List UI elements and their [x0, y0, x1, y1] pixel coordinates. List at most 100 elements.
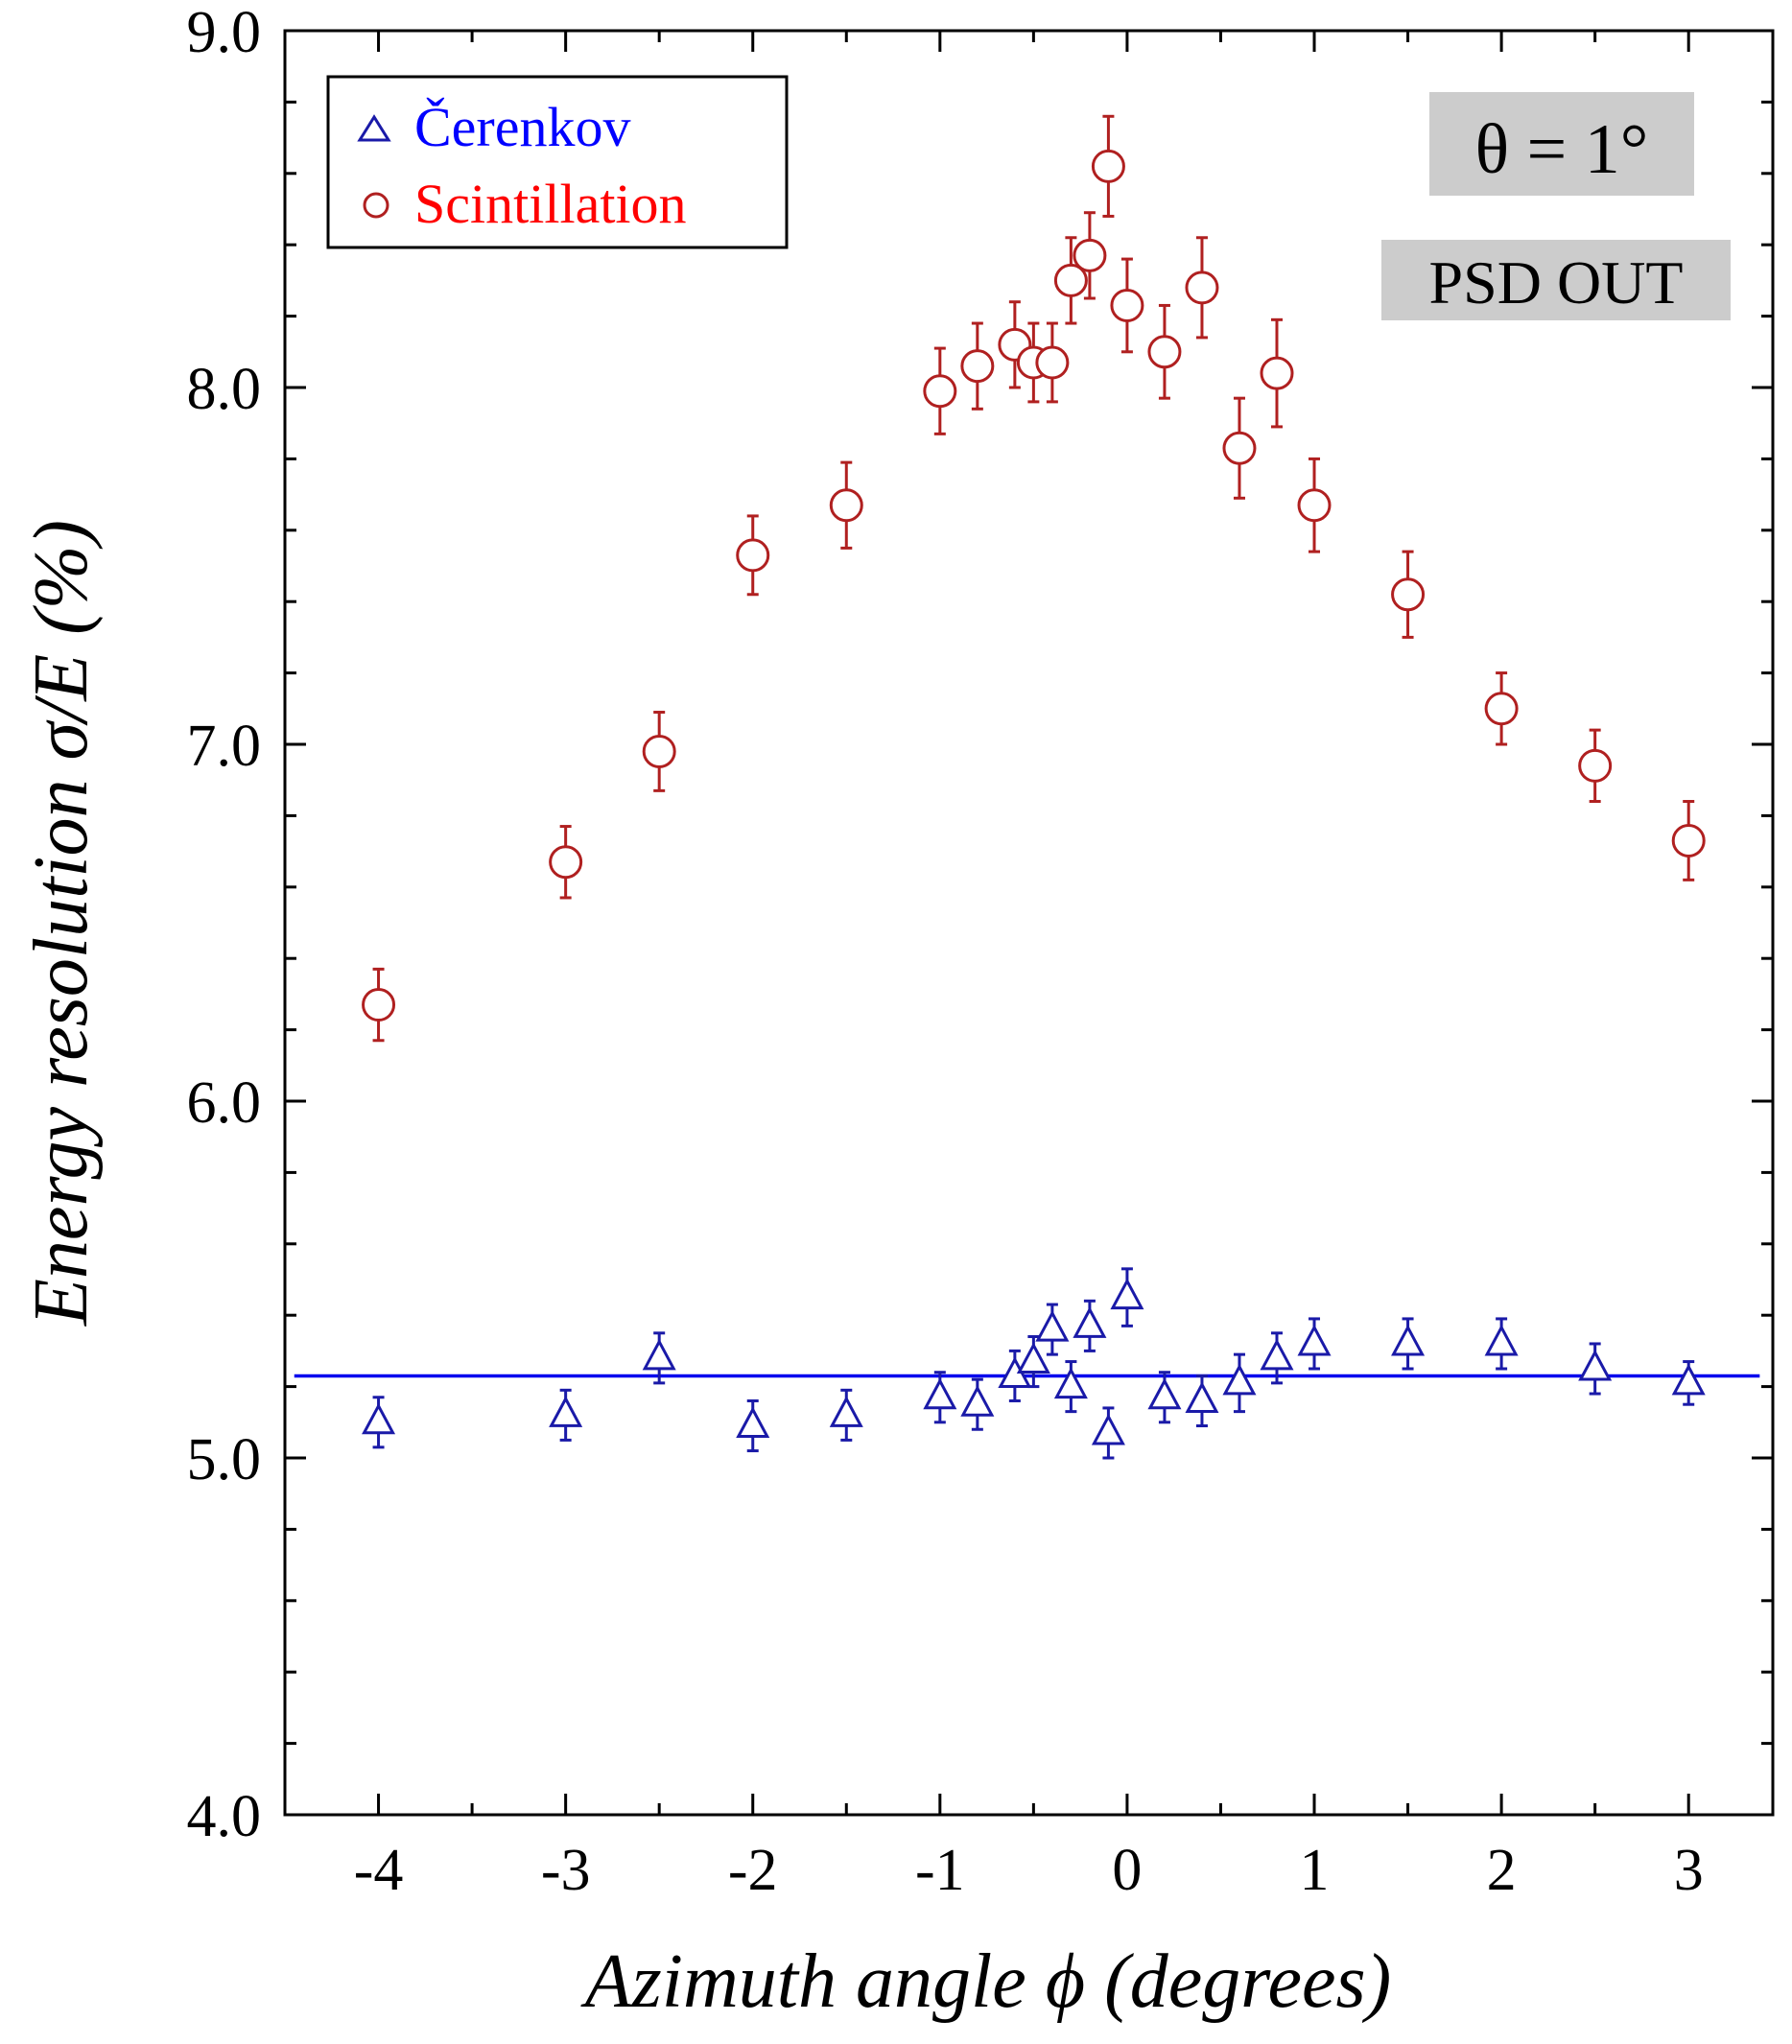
cerenkov-point — [1484, 1317, 1519, 1371]
cerenkov-marker — [1260, 1338, 1294, 1371]
cerenkov-marker — [1297, 1324, 1332, 1356]
annotation-psd: PSD OUT — [1381, 240, 1731, 320]
scintillation-marker — [1091, 149, 1125, 183]
legend-cerenkov-label: Čerenkov — [414, 96, 631, 158]
x-tick-label: -1 — [915, 1838, 965, 1903]
cerenkov-marker — [923, 1377, 957, 1410]
y-axis-title: Energy resolution σ/E (%) — [19, 520, 104, 1327]
cerenkov-marker — [1484, 1324, 1519, 1356]
cerenkov-marker — [1671, 1363, 1706, 1396]
cerenkov-point — [1016, 1335, 1050, 1389]
scintillation-marker — [1110, 288, 1144, 322]
cerenkov-point — [1185, 1374, 1219, 1428]
cerenkov-marker — [960, 1385, 995, 1417]
scintillation-marker — [923, 374, 957, 409]
scintillation-marker — [1073, 238, 1107, 272]
scintillation-point — [1297, 457, 1332, 553]
scintillation-marker — [1391, 577, 1426, 612]
cerenkov-point — [1147, 1371, 1182, 1424]
x-tick-label: 0 — [1112, 1838, 1142, 1903]
y-tick-label: 7.0 — [187, 714, 262, 779]
scintillation-point — [1391, 550, 1426, 639]
cerenkov-marker — [362, 1402, 396, 1435]
cerenkov-point — [736, 1398, 770, 1453]
cerenkov-point — [1391, 1317, 1426, 1371]
cerenkov-point — [1110, 1267, 1144, 1327]
scintillation-marker — [362, 988, 396, 1022]
cerenkov-point — [1035, 1303, 1070, 1356]
y-tick-labels: 4.0 5.0 6.0 7.0 8.0 9.0 — [187, 0, 262, 1849]
cerenkov-point — [549, 1388, 583, 1442]
cerenkov-marker — [1222, 1363, 1257, 1396]
cerenkov-point — [1091, 1406, 1125, 1460]
scintillation-marker — [736, 538, 770, 573]
cerenkov-point — [1578, 1342, 1613, 1396]
cerenkov-marker — [1073, 1306, 1107, 1338]
legend-scintillation-label: Scintillation — [414, 173, 687, 235]
legend-scintillation-marker — [363, 192, 389, 219]
cerenkov-marker — [1035, 1309, 1070, 1342]
y-tick-label: 8.0 — [187, 357, 262, 422]
scintillation-marker — [960, 349, 995, 384]
cerenkov-marker — [1110, 1278, 1144, 1310]
scintillation-point — [1578, 728, 1613, 804]
scintillation-point — [1073, 211, 1107, 300]
x-tick-label: -2 — [728, 1838, 778, 1903]
cerenkov-point — [1073, 1299, 1107, 1352]
scintillation-point — [642, 711, 676, 792]
x-axis-title: Azimuth angle ϕ (degrees) — [580, 1939, 1391, 2024]
x-tick-labels: -4 -3 -2 -1 0 1 2 3 — [354, 1838, 1704, 1903]
scintillation-marker — [1053, 263, 1088, 297]
y-tick-label: 9.0 — [187, 0, 262, 65]
cerenkov-marker — [549, 1396, 583, 1427]
cerenkov-marker — [642, 1338, 676, 1371]
annotation-theta-bg — [1429, 92, 1694, 196]
scintillation-marker — [1260, 356, 1294, 390]
data-layer — [362, 114, 1706, 1460]
scintillation-point — [736, 514, 770, 597]
scintillation-marker — [1484, 692, 1519, 726]
scintillation-point — [362, 967, 396, 1043]
cerenkov-marker — [736, 1406, 770, 1439]
scintillation-marker — [1185, 270, 1219, 305]
x-tick-label: 2 — [1487, 1838, 1517, 1903]
cerenkov-point — [923, 1371, 957, 1424]
scintillation-point — [1671, 800, 1706, 881]
x-tick-label: 1 — [1300, 1838, 1330, 1903]
annotation-psd-text: PSD OUT — [1429, 248, 1684, 317]
scintillation-point — [1222, 396, 1257, 500]
scintillation-point — [1147, 303, 1182, 400]
legend: Čerenkov Scintillation — [326, 75, 789, 249]
scintillation-point — [1091, 114, 1125, 218]
scintillation-marker — [642, 734, 676, 768]
cerenkov-marker — [1091, 1413, 1125, 1445]
scintillation-point — [1185, 236, 1219, 340]
cerenkov-marker — [1578, 1349, 1613, 1381]
scintillation-marker — [1035, 345, 1070, 380]
x-tick-label: -4 — [354, 1838, 404, 1903]
scintillation-marker — [1671, 823, 1706, 858]
y-tick-label: 4.0 — [187, 1784, 262, 1849]
scintillation-point — [829, 460, 863, 550]
plot-frame — [283, 29, 1775, 1817]
scintillation-point — [923, 346, 957, 435]
cerenkov-marker — [1053, 1367, 1088, 1399]
cerenkov-point — [960, 1377, 995, 1431]
cerenkov-marker — [829, 1396, 863, 1427]
y-tick-label: 5.0 — [187, 1427, 262, 1492]
scintillation-marker — [549, 845, 583, 880]
cerenkov-point — [1297, 1317, 1332, 1371]
cerenkov-marker — [1147, 1377, 1182, 1410]
scintillation-point — [1260, 317, 1294, 429]
annotation-theta-text: θ = 1° — [1475, 110, 1649, 189]
scintillation-point — [960, 321, 995, 411]
scintillation-point — [1053, 236, 1088, 325]
cerenkov-point — [642, 1331, 676, 1385]
x-tick-label: -3 — [541, 1838, 591, 1903]
cerenkov-point — [829, 1388, 863, 1442]
cerenkov-point — [1222, 1352, 1257, 1414]
annotation-theta: θ = 1° — [1429, 92, 1694, 196]
legend-box — [326, 75, 789, 249]
scintillation-point — [549, 825, 583, 900]
